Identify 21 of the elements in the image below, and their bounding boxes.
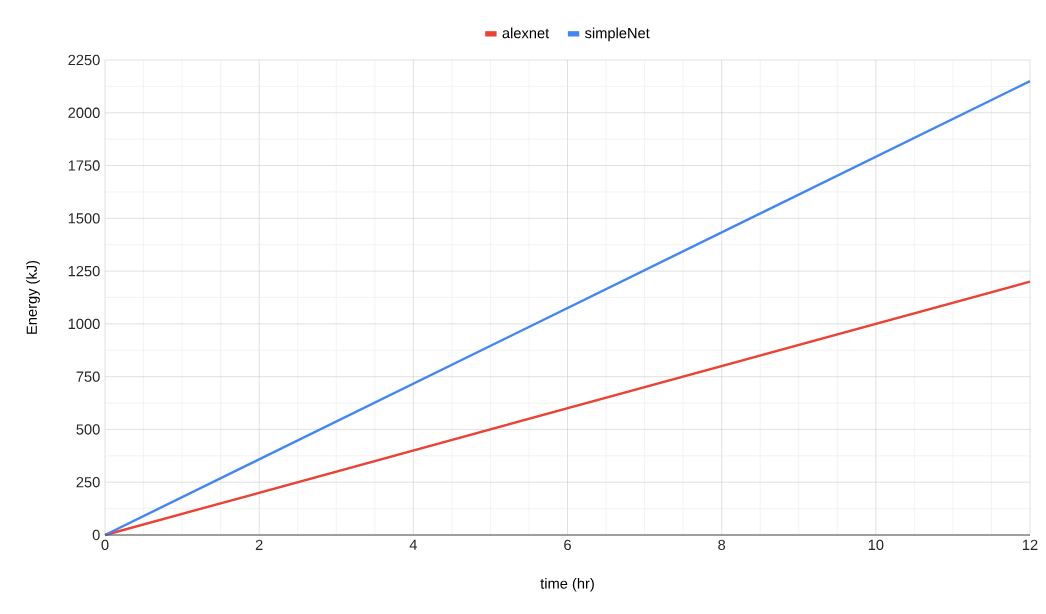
y-tick-label: 500 [76, 424, 100, 435]
legend-label: simpleNet [585, 27, 650, 42]
x-tick-label: 6 [564, 539, 571, 551]
y-tick-label: 0 [92, 529, 100, 541]
x-tick-label: 0 [101, 539, 109, 551]
y-tick-label: 250 [76, 477, 100, 488]
x-tick-label: 2 [255, 539, 263, 550]
x-tick-label: 8 [718, 539, 726, 551]
y-tick-label: 1500 [68, 213, 100, 224]
x-axis-title: time (hr) [540, 577, 594, 592]
x-tick-label: 4 [409, 539, 417, 550]
y-tick-label: 1000 [68, 318, 100, 330]
x-tick-label: 12 [1022, 539, 1038, 550]
y-tick-label: 2250 [68, 54, 100, 66]
y-tick-label: 2000 [68, 107, 100, 118]
x-tick-label: 10 [868, 539, 884, 551]
legend-label: alexnet [502, 27, 550, 39]
y-tick-label: 1250 [68, 265, 100, 277]
y-tick-label: 1750 [68, 160, 100, 171]
y-tick-label: 750 [76, 371, 100, 382]
y-axis-title: Energy (kJ) [26, 260, 40, 334]
